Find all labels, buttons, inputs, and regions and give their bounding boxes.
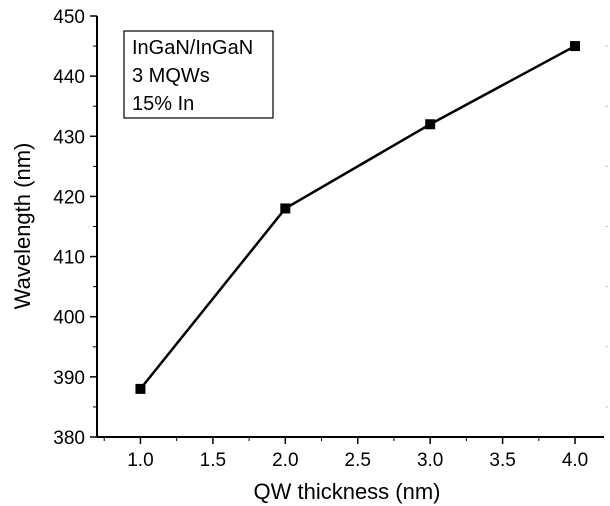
y-axis-label: Wavelength (nm) xyxy=(10,143,35,310)
x-tick-label: 2.5 xyxy=(345,450,371,471)
y-tick-label: 450 xyxy=(53,7,85,28)
y-tick-label: 430 xyxy=(53,127,85,148)
x-tick-label: 4.0 xyxy=(562,450,588,471)
y-ticks: 380 390 400 410 420 430 440 450 xyxy=(53,7,97,449)
x-ticks: 1.0 1.5 2.0 2.5 3.0 3.5 4.0 xyxy=(103,437,588,471)
y-tick-label: 390 xyxy=(53,368,85,389)
annotation-line-2: 3 MQWs xyxy=(132,65,210,87)
series-line xyxy=(139,44,576,390)
annotation-line-1: InGaN/InGaN xyxy=(132,37,253,59)
y-tick-label: 410 xyxy=(53,248,85,269)
annotation-line-3: 15% In xyxy=(132,93,194,115)
x-tick-label: 1.5 xyxy=(200,450,226,471)
x-tick-label: 3.0 xyxy=(417,450,443,471)
x-axis-label: QW thickness (nm) xyxy=(253,479,440,504)
annotation-frame xyxy=(123,30,274,119)
data-point xyxy=(280,203,291,214)
data-point xyxy=(425,119,436,130)
y-tick-label: 400 xyxy=(53,308,85,329)
data-point xyxy=(135,383,146,394)
plot-area xyxy=(135,41,581,394)
y-tick-label: 420 xyxy=(53,187,85,208)
right-minor-ticks xyxy=(605,45,608,408)
y-tick-label: 380 xyxy=(53,428,85,449)
x-tick-label: 1.0 xyxy=(127,450,153,471)
annotation-box: InGaN/InGaN 3 MQWs 15% In xyxy=(123,30,274,119)
y-tick-label: 440 xyxy=(53,67,85,88)
x-tick-label: 2.0 xyxy=(272,450,298,471)
x-tick-label: 3.5 xyxy=(489,450,515,471)
data-point xyxy=(570,41,581,52)
